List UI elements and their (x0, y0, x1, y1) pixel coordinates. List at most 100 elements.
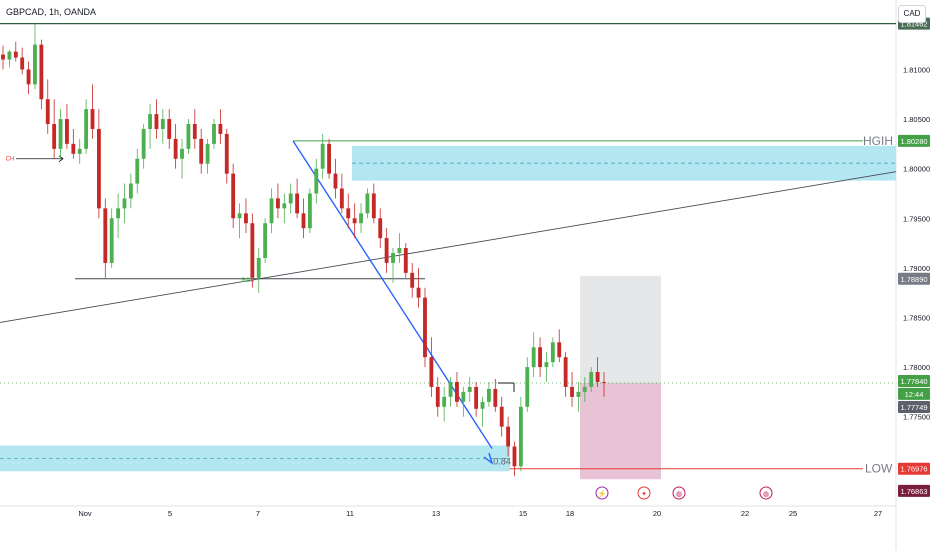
price-badge-label: 1.76863 (900, 487, 927, 496)
candle (263, 223, 268, 258)
candle (570, 386, 574, 397)
candle (423, 297, 427, 358)
candle (557, 342, 562, 358)
candle (550, 342, 555, 363)
candle (378, 218, 383, 239)
candle (141, 128, 146, 159)
candle (295, 193, 300, 214)
zone-stop (580, 382, 661, 480)
candle (435, 386, 440, 407)
price-badge-label: 1.78890 (900, 275, 927, 284)
candle (563, 357, 568, 387)
y-tick-label: 1.79000 (903, 264, 930, 273)
candle (244, 213, 248, 224)
candle (589, 372, 594, 387)
price-badge-label: 1.81462 (900, 20, 927, 29)
candle (346, 208, 351, 219)
candle (160, 119, 165, 129)
price-badge-label: 1.76976 (900, 465, 927, 474)
annotation-ch: CH (6, 157, 15, 163)
candle (512, 446, 517, 467)
price-badge-label: 1.77749 (900, 403, 927, 412)
candle (39, 44, 44, 100)
annotation-hgih: HGIH (863, 134, 893, 148)
globe-icon-glyph: ◍ (676, 491, 682, 498)
candle (116, 208, 121, 219)
candle (26, 69, 31, 85)
candle (307, 193, 312, 229)
candle (493, 388, 498, 407)
candle (397, 248, 402, 253)
candle (250, 223, 255, 278)
currency-button[interactable]: CAD (898, 5, 926, 23)
candle (416, 287, 421, 298)
globe-icon-glyph: ◍ (763, 491, 769, 498)
candle (154, 114, 159, 129)
y-tick-label: 1.78000 (903, 363, 930, 372)
candle (167, 119, 172, 139)
x-tick-label: 11 (346, 509, 354, 518)
price-badge (898, 272, 930, 285)
candle (122, 198, 127, 209)
trendline (0, 171, 897, 323)
lightning-icon (595, 486, 609, 500)
candle (301, 213, 306, 229)
candle (135, 158, 140, 184)
price-badge (898, 134, 930, 147)
candle (20, 57, 25, 70)
price-badge (898, 401, 930, 414)
candle (391, 253, 395, 263)
candle (218, 124, 223, 134)
candle (96, 128, 101, 209)
annotation-low: LOW (865, 462, 893, 476)
candle (109, 218, 114, 263)
x-tick-label: 15 (519, 509, 527, 518)
candle (467, 386, 472, 392)
candle (237, 213, 242, 219)
candle (442, 396, 447, 407)
candle (180, 148, 184, 159)
candle (1, 54, 5, 60)
globe-icon (672, 486, 686, 500)
x-tick-label: 20 (653, 509, 661, 518)
candle (276, 198, 280, 209)
zone-supply (352, 145, 896, 181)
x-tick-label: Nov (78, 509, 92, 518)
candle (128, 183, 133, 199)
price-badge-label: 12:44 (905, 390, 924, 399)
candle (525, 367, 530, 407)
candle (186, 124, 191, 149)
candle (333, 173, 338, 189)
candle (192, 124, 197, 139)
candle (45, 99, 50, 125)
candle (365, 193, 370, 214)
candle (480, 401, 485, 409)
candle (320, 143, 325, 169)
candle (582, 386, 587, 392)
candle (576, 391, 581, 397)
candle (455, 381, 459, 402)
flag-icon-glyph: ✦ (641, 490, 647, 498)
candle (58, 119, 63, 149)
candle (71, 143, 76, 154)
lightning-icon-glyph: ⚡ (598, 489, 607, 498)
x-tick-label: 18 (566, 509, 574, 518)
candle (7, 51, 12, 60)
candle (474, 386, 479, 409)
candle (269, 198, 274, 224)
candle (52, 124, 57, 149)
symbol-title: GBPCAD, 1h, OANDA (6, 7, 97, 17)
price-badge (898, 374, 930, 387)
candle (103, 208, 108, 263)
candle (506, 426, 511, 447)
price-badge-label: 1.80280 (900, 137, 927, 146)
candle (231, 173, 236, 219)
x-tick-label: 13 (432, 509, 440, 518)
x-tick-label: 27 (874, 509, 882, 518)
y-tick-label: 1.80000 (903, 165, 930, 174)
candle (486, 388, 491, 402)
y-tick-label: 1.81000 (903, 65, 930, 74)
candle (288, 193, 293, 204)
